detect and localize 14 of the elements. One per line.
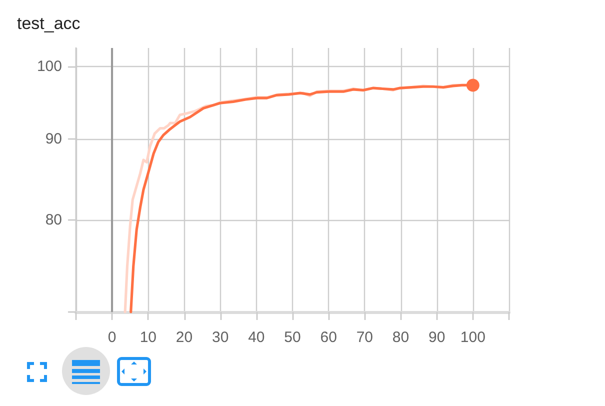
x-tick-label: 70 (356, 329, 374, 346)
x-tick-label: 10 (140, 329, 157, 346)
y-tick-label: 100 (36, 58, 62, 75)
y-tick-label: 90 (45, 130, 62, 148)
y-tick-label: 80 (45, 212, 62, 229)
x-tick-label: 80 (392, 329, 410, 346)
x-tick-label: 90 (428, 329, 446, 346)
x-tick-label: 20 (176, 329, 193, 346)
x-tick-label: 30 (212, 329, 229, 346)
x-tick-label: 40 (248, 329, 265, 346)
x-tick-label: 0 (108, 329, 116, 346)
x-tick-label: 50 (284, 329, 301, 346)
x-tick-label: 60 (320, 329, 337, 346)
x-tick-label: 100 (460, 329, 486, 346)
